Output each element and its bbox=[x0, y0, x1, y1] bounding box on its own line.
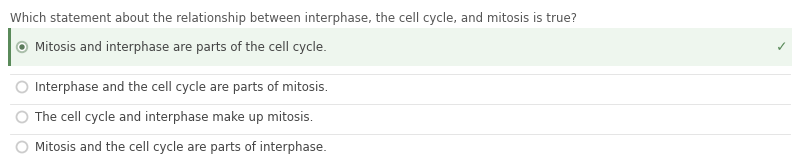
Text: Mitosis and the cell cycle are parts of interphase.: Mitosis and the cell cycle are parts of … bbox=[35, 140, 327, 154]
Text: Mitosis and interphase are parts of the cell cycle.: Mitosis and interphase are parts of the … bbox=[35, 40, 327, 53]
Circle shape bbox=[20, 45, 24, 49]
Circle shape bbox=[17, 41, 27, 52]
Text: Interphase and the cell cycle are parts of mitosis.: Interphase and the cell cycle are parts … bbox=[35, 80, 328, 94]
Circle shape bbox=[18, 44, 26, 51]
Text: Which statement about the relationship between interphase, the cell cycle, and m: Which statement about the relationship b… bbox=[10, 12, 577, 25]
Bar bbox=[8, 28, 11, 66]
Text: The cell cycle and interphase make up mitosis.: The cell cycle and interphase make up mi… bbox=[35, 111, 314, 123]
Bar bbox=[8, 28, 792, 66]
Text: ✓: ✓ bbox=[776, 40, 788, 54]
